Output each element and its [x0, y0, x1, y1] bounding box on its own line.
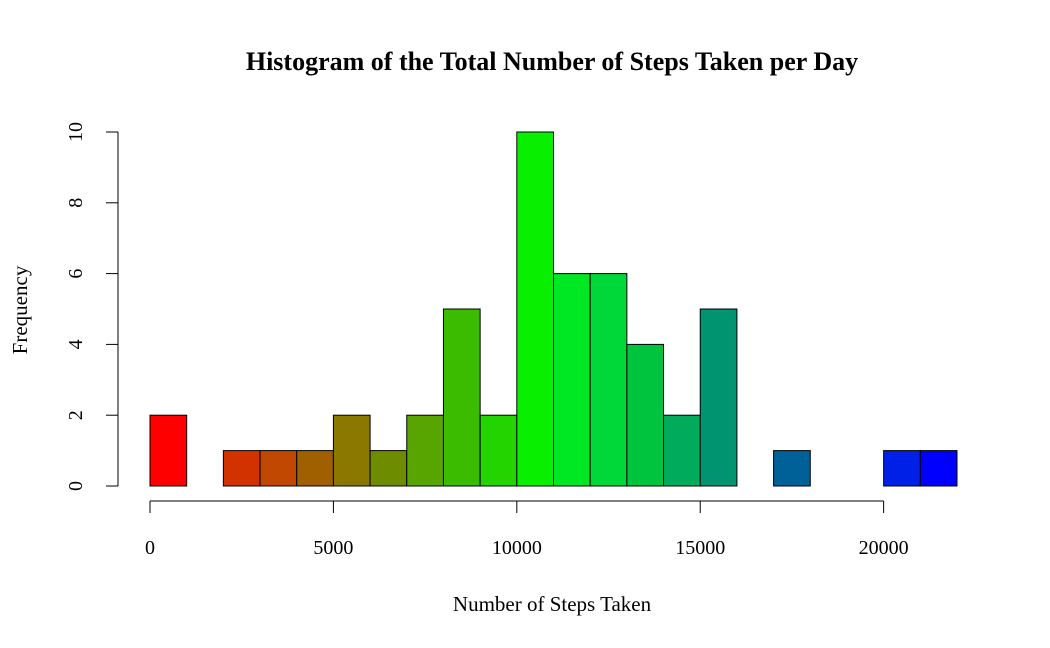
y-tick-label: 2 — [65, 410, 87, 420]
histogram-bar — [883, 450, 921, 487]
histogram-bar — [479, 414, 518, 487]
y-tick-label: 10 — [65, 122, 87, 142]
x-tick-label: 10000 — [492, 537, 542, 559]
x-tick-label: 20000 — [859, 537, 909, 559]
histogram-bar — [259, 450, 298, 487]
y-tick-label: 4 — [65, 339, 87, 349]
bars-group — [149, 131, 958, 487]
y-tick-label: 8 — [65, 198, 87, 208]
histogram-bar — [369, 450, 408, 487]
histogram-bar — [296, 450, 334, 487]
x-axis-label: Number of Steps Taken — [453, 592, 652, 616]
x-tick-label: 0 — [145, 537, 155, 559]
histogram-bar — [699, 308, 738, 487]
histogram-bar — [553, 273, 591, 487]
histogram-bar — [589, 273, 628, 487]
chart-title: Histogram of the Total Number of Steps T… — [246, 47, 858, 76]
histogram-bar — [919, 450, 958, 487]
histogram-bar — [442, 308, 481, 487]
histogram-bar — [663, 414, 701, 487]
y-tick-label: 0 — [65, 481, 87, 491]
x-tick-label: 5000 — [313, 537, 353, 559]
histogram-bar — [222, 450, 261, 487]
histogram-bar — [773, 450, 811, 487]
histogram-bar — [516, 131, 555, 487]
x-tick-label: 15000 — [675, 537, 725, 559]
y-axis-label: Frequency — [8, 265, 32, 354]
histogram-bar — [149, 414, 188, 487]
histogram-bar — [626, 343, 665, 487]
y-tick-label: 6 — [65, 269, 87, 279]
histogram-bar — [332, 414, 371, 487]
x-axis: 0 5000 10000 15000 20000 — [145, 500, 909, 559]
y-axis: 0 2 4 6 8 10 — [65, 122, 119, 491]
histogram-bar — [406, 414, 444, 487]
